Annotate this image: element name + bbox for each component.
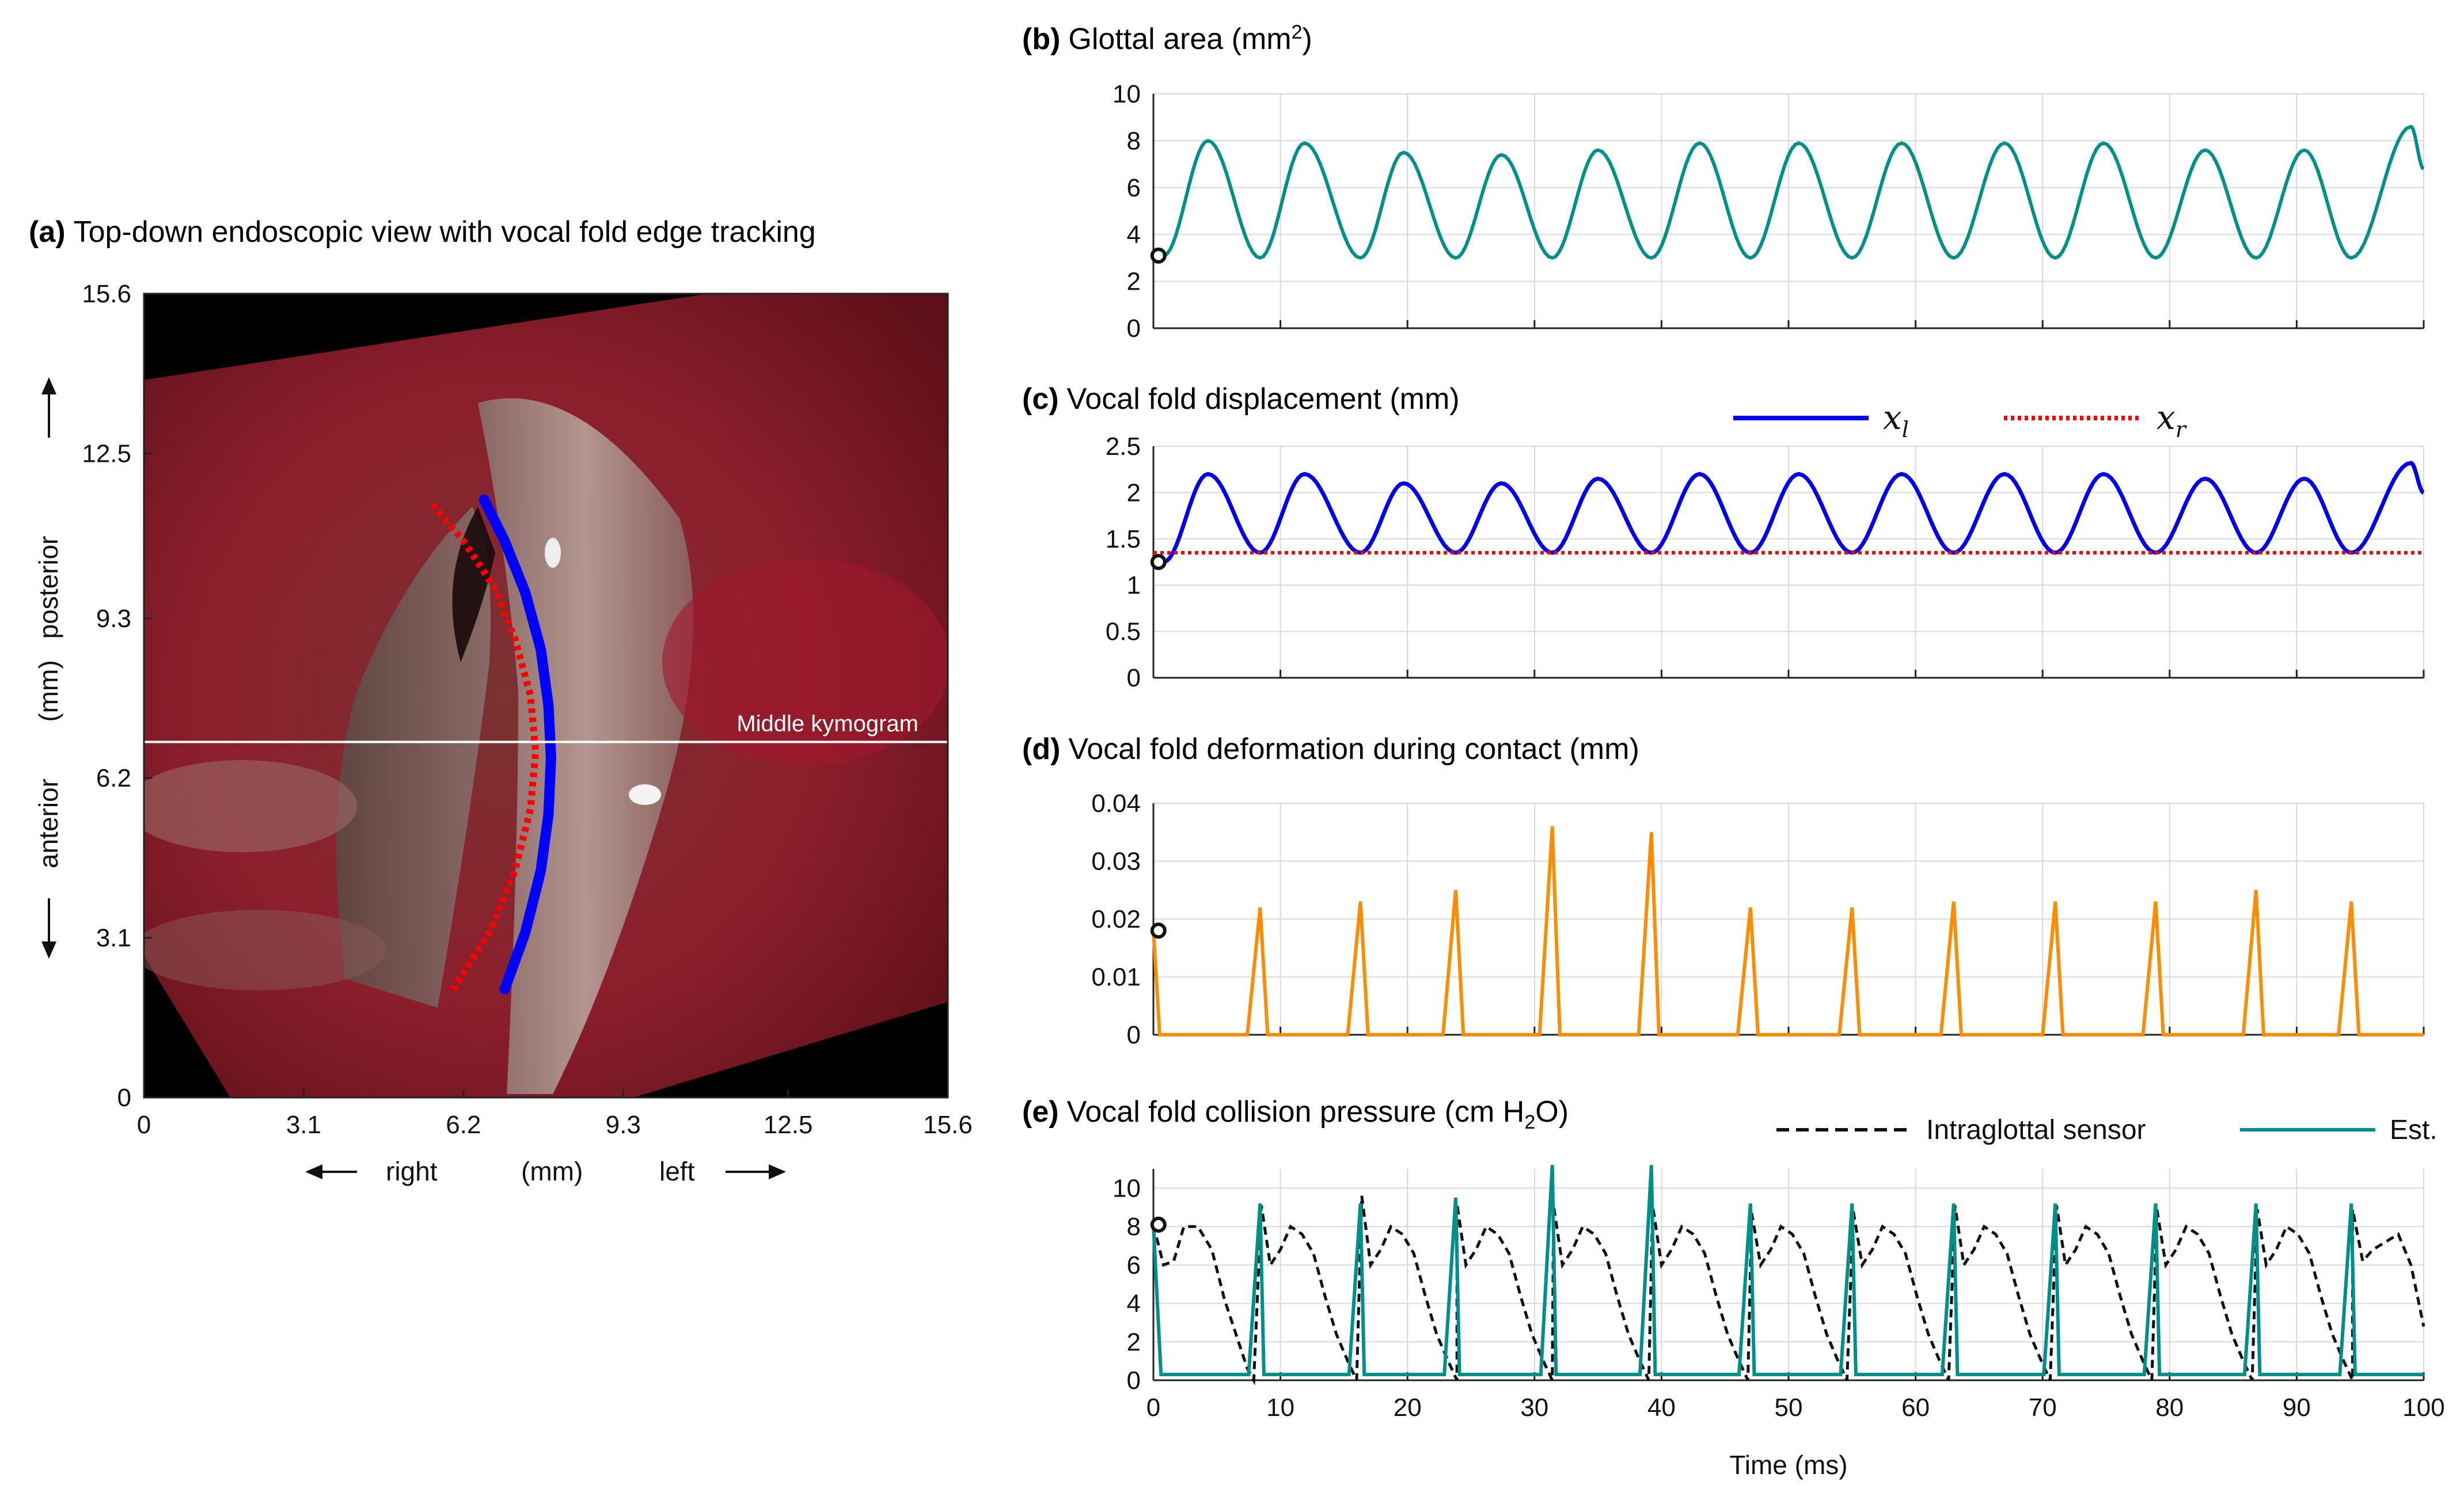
panel-c: (c) Vocal fold displacement (mm) xl xr 00… [1022,382,2425,692]
panel-e-xtick-label: 70 [2029,1394,2057,1422]
panel-e-ytick-label: 6 [1127,1251,1141,1279]
panel-a-y-unit: (mm) [33,660,63,722]
panel-e-xtick-label: 100 [2402,1394,2444,1422]
panel-a-xtick-label: 9.3 [606,1111,641,1139]
panel-a-xtick-label: 3.1 [286,1111,321,1139]
anterior-label: anterior [33,779,63,868]
panel-a-y-labels: posterior (mm) anterior [33,377,63,959]
panel-a-ytick-label: 15.6 [82,280,131,308]
legend-xr-label: xr [2157,398,2188,442]
panel-b-ytick-label: 4 [1127,221,1141,249]
panel-a-xtick-label: 0 [137,1111,151,1139]
panel-e-ytick-label: 0 [1127,1366,1141,1395]
panel-d-ytick-label: 0 [1127,1021,1141,1049]
panel-a-ytick-label: 6.2 [96,764,131,792]
panel-c-ytick-label: 1 [1127,571,1141,599]
panel-e-ytick-label: 10 [1113,1174,1141,1202]
initial-marker [1150,554,1167,570]
panel-c-axes: 0 0.5 1 1.5 2 2.5 [1106,432,2425,692]
legend-est-label: Est. [2390,1115,2438,1145]
panel-c-title: (c) Vocal fold displacement (mm) [1022,382,1460,416]
panel-e-xtick-label: 80 [2155,1394,2184,1422]
panel-c-ytick-label: 2 [1127,479,1141,507]
panel-e: (e) Vocal fold collision pressure (cm H2O… [1022,1095,2445,1480]
initial-marker [1150,247,1167,264]
panel-a-frame [143,293,949,1099]
panel-b-ytick-label: 0 [1127,314,1141,343]
right-edge-curve [430,502,540,992]
panel-a-x-unit: (mm) [521,1156,583,1186]
panel-a-ytick-label: 9.3 [96,605,131,633]
panel-b: (b) Glottal area (mm2) 0 2 4 6 8 10 [1022,21,2425,343]
panel-a-xtick-label: 12.5 [764,1111,813,1139]
panel-c-ytick-label: 2.5 [1106,432,1141,461]
panel-e-title: (e) Vocal fold collision pressure (cm H2O… [1022,1095,1569,1133]
kymogram-label: Middle kymogram [736,711,918,736]
panel-e-xtick-label: 60 [1901,1394,1930,1422]
right-label: right [386,1156,438,1186]
panel-d-ytick-label: 0.02 [1091,905,1141,933]
panel-a: (a) Top-down endoscopic view with vocal f… [29,215,973,1186]
panel-a-ticks: 0 3.1 6.2 9.3 12.5 15.6 0 3.1 6.2 9.3 12.5 15.6 [82,280,972,1139]
sensor-pressure-line [1152,1195,2425,1385]
panel-e-xtick-label: 20 [1394,1394,1422,1422]
panel-d-title: (d) Vocal fold deformation during contact… [1022,732,1639,766]
panel-d-ytick-label: 0.04 [1091,789,1141,818]
panel-a-xtick-label: 15.6 [923,1111,973,1139]
panel-a-ytick-label: 3.1 [96,924,131,952]
panel-e-xtick-label: 50 [1775,1394,1803,1422]
panel-c-ytick-label: 0.5 [1106,618,1141,646]
initial-marker [1150,922,1167,939]
panel-d: (d) Vocal fold deformation during contact… [1022,732,2425,1049]
panel-a-ytick-label: 0 [117,1084,131,1112]
panel-d-ytick-label: 0.03 [1091,848,1141,876]
panel-e-xtick-label: 10 [1266,1394,1294,1422]
panel-e-legend: Intraglottal sensor Est. [1776,1115,2438,1145]
deformation-line [1152,826,2424,1036]
estimated-pressure-line [1152,1165,2424,1376]
panel-e-xtick-label: 90 [2283,1394,2311,1422]
panel-e-xtick-label: 30 [1520,1394,1548,1422]
panel-b-ytick-label: 10 [1113,80,1141,108]
panel-a-x-labels: right (mm) left [305,1156,786,1186]
panel-a-title: (a) Top-down endoscopic view with vocal f… [29,215,816,249]
legend-sensor-label: Intraglottal sensor [1926,1115,2146,1145]
panel-e-ytick-label: 4 [1127,1290,1141,1318]
posterior-label: posterior [33,536,63,639]
glottal-area-line [1153,124,2425,260]
panel-b-axes: 0 2 4 6 8 10 [1113,80,2425,343]
x-axis-label: Time (ms) [1729,1450,1847,1480]
panel-c-ytick-label: 0 [1127,664,1141,692]
panel-b-ytick-label: 8 [1127,127,1141,155]
left-edge-curve [479,494,556,995]
panel-e-xtick-label: 0 [1146,1394,1160,1422]
panel-e-ytick-label: 8 [1127,1213,1141,1241]
panel-e-xtick-label: 40 [1647,1394,1676,1422]
initial-marker [1150,1216,1167,1233]
xl-displacement-line [1153,461,2425,564]
panel-b-ytick-label: 6 [1127,174,1141,202]
panel-d-axes: 0 0.01 0.02 0.03 0.04 [1091,789,2425,1049]
panel-a-xtick-label: 6.2 [446,1111,481,1139]
panel-a-ytick-label: 12.5 [82,439,131,468]
panel-d-ytick-label: 0.01 [1091,963,1141,992]
panel-c-legend: xl xr [1733,398,2188,442]
panel-b-ytick-label: 2 [1127,268,1141,296]
legend-xl-label: xl [1883,398,1909,442]
panel-e-ytick-label: 2 [1127,1328,1141,1356]
panel-b-title: (b) Glottal area (mm2) [1022,21,1312,56]
left-label: left [659,1156,695,1186]
panel-c-ytick-label: 1.5 [1106,525,1141,553]
endoscopic-image [144,294,948,1098]
